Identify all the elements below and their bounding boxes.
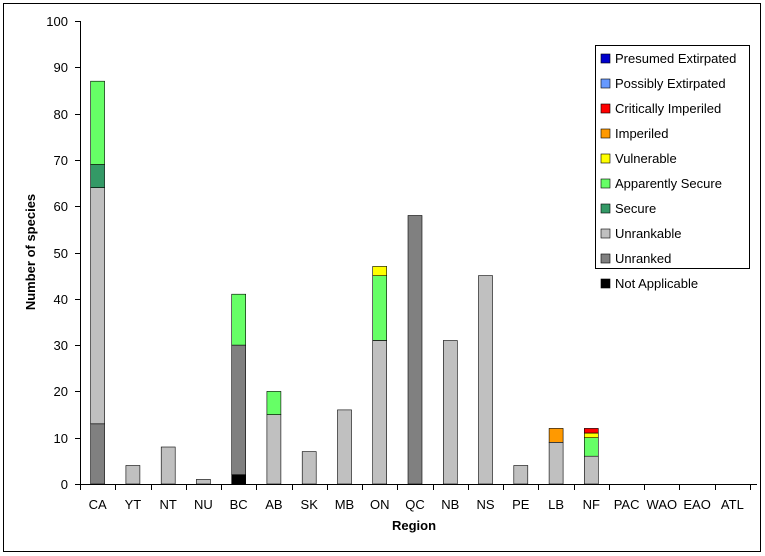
bar-segment	[548, 441, 564, 485]
y-tick-label: 90	[54, 60, 68, 75]
legend-label: Apparently Secure	[615, 176, 722, 191]
x-tick-label: NB	[441, 497, 459, 512]
bar-segment	[266, 414, 282, 485]
x-tick-label: WAO	[647, 497, 678, 512]
x-ticks: CA YT NT NU BC AB SK MB ON QC NB NS PE LB NF PAC WAO EAO A…	[80, 484, 751, 512]
bar-segment	[231, 293, 246, 346]
legend-swatch	[600, 253, 611, 264]
bar-segment	[583, 428, 599, 434]
bar-segment	[301, 451, 317, 485]
bar-segment	[231, 344, 246, 476]
y-tick-label: 0	[61, 477, 68, 492]
legend-swatch	[600, 228, 611, 239]
y-tick-label: 30	[54, 338, 68, 353]
legend-swatch	[600, 153, 611, 164]
legend-swatch	[600, 178, 611, 189]
bar-segment	[583, 455, 599, 485]
x-tick-label: PE	[512, 497, 530, 512]
bar-segment	[160, 446, 176, 485]
legend-box	[595, 45, 750, 269]
bar-segment	[478, 275, 493, 485]
y-tick-label: 50	[54, 246, 68, 261]
x-tick-label: MB	[335, 497, 355, 512]
bar-segment	[583, 432, 599, 439]
x-tick-label: NT	[159, 497, 176, 512]
legend-label: Not Applicable	[615, 276, 698, 291]
bar-segment	[548, 428, 564, 443]
bar-segment	[196, 479, 211, 485]
bar-segment	[90, 164, 105, 188]
x-tick-label: SK	[301, 497, 319, 512]
y-tick-label: 70	[54, 153, 68, 168]
bar-segment	[125, 465, 141, 485]
legend-swatch	[600, 128, 611, 139]
bar-segment	[90, 187, 105, 425]
y-tick-label: 100	[46, 14, 68, 29]
x-tick-label: EAO	[683, 497, 710, 512]
bar-segment	[337, 409, 352, 485]
x-tick-label: LB	[548, 497, 564, 512]
x-axis-title: Region	[392, 518, 436, 533]
bar-segment	[513, 465, 529, 485]
legend-swatch	[600, 203, 611, 214]
legend-swatch	[600, 278, 611, 289]
y-tick-label: 40	[54, 292, 68, 307]
y-tick-label: 60	[54, 199, 68, 214]
legend-swatch	[600, 53, 611, 64]
x-tick-label: BC	[230, 497, 248, 512]
legend-label: Critically Imperiled	[615, 101, 721, 116]
x-tick-label: AB	[265, 497, 282, 512]
bar-segment	[583, 437, 599, 457]
legend-swatch	[600, 78, 611, 89]
legend-label: Vulnerable	[615, 151, 677, 166]
x-tick-label: YT	[125, 497, 142, 512]
bar-segment	[90, 80, 105, 165]
legend-label: Unranked	[615, 251, 671, 266]
bar-segment	[372, 275, 388, 341]
x-tick-label: NS	[476, 497, 494, 512]
legend-label: Possibly Extirpated	[615, 76, 726, 91]
bar-segment	[231, 474, 246, 485]
x-tick-label: ON	[370, 497, 390, 512]
legend-swatch	[600, 103, 611, 114]
legend-label: Secure	[615, 201, 656, 216]
y-tick-label: 80	[54, 107, 68, 122]
legend: Presumed Extirpated Possibly Extirpated Cr…	[595, 45, 750, 291]
legend-label: Imperiled	[615, 126, 668, 141]
y-axis-title: Number of species	[23, 194, 38, 310]
legend-label: Unrankable	[615, 226, 682, 241]
x-tick-label: ATL	[721, 497, 744, 512]
bar-segment	[372, 266, 388, 276]
x-tick-label: NU	[194, 497, 213, 512]
x-tick-label: NF	[583, 497, 600, 512]
legend-label: Presumed Extirpated	[615, 51, 736, 66]
bars-layer	[90, 80, 599, 485]
bar-segment	[266, 391, 282, 415]
y-tick-label: 10	[54, 431, 68, 446]
bar-segment	[407, 215, 423, 485]
bar-segment	[442, 340, 458, 485]
y-ticks: 0 10 20 30 40 50 60 70 80 90 100	[46, 14, 80, 492]
x-tick-label: QC	[405, 497, 425, 512]
bar-segment	[372, 340, 388, 485]
x-tick-label: CA	[89, 497, 107, 512]
y-tick-label: 20	[54, 384, 68, 399]
x-tick-label: PAC	[614, 497, 640, 512]
bar-segment	[90, 423, 105, 485]
